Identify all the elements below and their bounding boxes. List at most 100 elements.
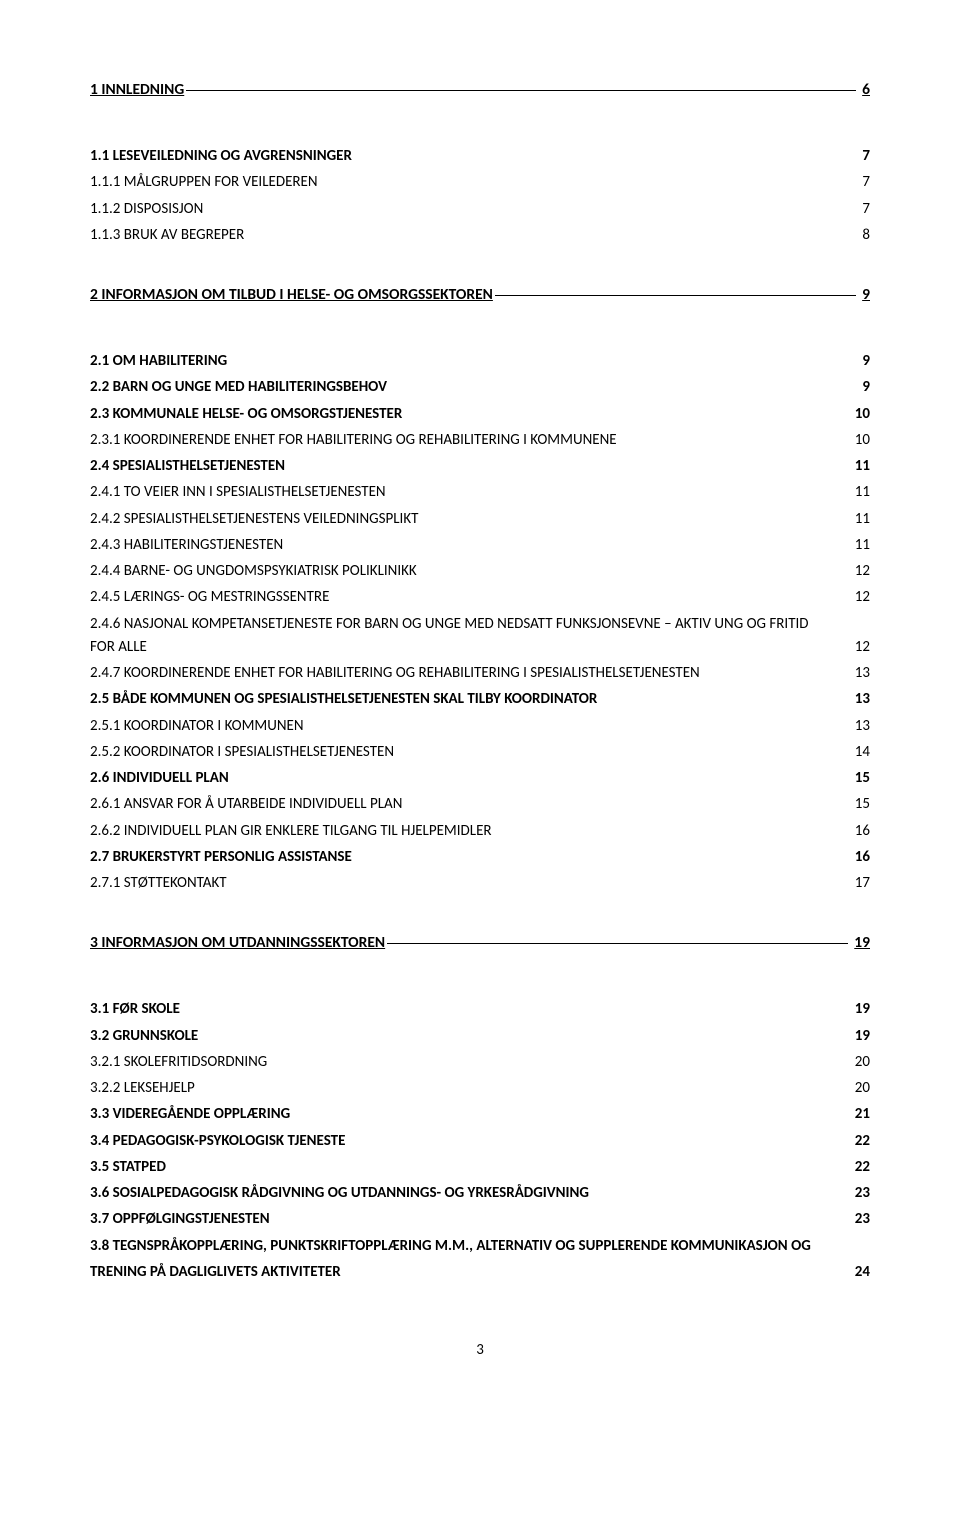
toc-page: 9 — [858, 350, 870, 373]
toc-page: 11 — [851, 455, 870, 478]
toc-entry: 2.4.7 KOORDINERENDE ENHET FOR HABILITERI… — [90, 662, 870, 685]
toc-label: TRENING PÅ DAGLIGLIVETS AKTIVITETER — [90, 1261, 341, 1284]
toc-entry: 2.7 BRUKERSTYRT PERSONLIG ASSISTANSE16 — [90, 846, 870, 869]
toc-entry: 2.6 INDIVIDUELL PLAN 15 — [90, 767, 870, 790]
toc-page: 13 — [851, 715, 870, 738]
toc-page: 13 — [851, 662, 870, 685]
toc-label: 2.6 INDIVIDUELL PLAN — [90, 767, 229, 790]
toc-entry: 3.4 PEDAGOGISK-PSYKOLOGISK TJENESTE 22 — [90, 1130, 870, 1153]
toc-entry: 2.5.1 KOORDINATOR I KOMMUNEN 13 — [90, 715, 870, 738]
toc-page: 16 — [851, 846, 870, 869]
toc-label: 2.1 OM HABILITERING — [90, 350, 227, 373]
toc-label: 2.4.5 LÆRINGS- OG MESTRINGSSENTRE — [90, 586, 329, 609]
toc-page: 15 — [851, 767, 870, 790]
toc-label: 2.5.1 KOORDINATOR I KOMMUNEN — [90, 715, 304, 738]
toc-label: 3.1 FØR SKOLE — [90, 998, 180, 1021]
toc-label: 3.4 PEDAGOGISK-PSYKOLOGISK TJENESTE — [90, 1130, 345, 1153]
toc-page: 15 — [851, 793, 870, 816]
toc-entry: 1.1 LESEVEILEDNING OG AVGRENSNINGER7 — [90, 145, 870, 168]
toc-label: 2.6.2 INDIVIDUELL PLAN GIR ENKLERE TILGA… — [90, 820, 492, 843]
toc-page: 11 — [851, 534, 870, 557]
toc-gap — [90, 325, 870, 347]
toc-label: 2.3 KOMMUNALE HELSE- OG OMSORGSTJENESTER — [90, 403, 402, 426]
toc-label: 3.2.1 SKOLEFRITIDSORDNING — [90, 1051, 267, 1074]
toc-entry: 3.6 SOSIALPEDAGOGISK RÅDGIVNING OG UTDAN… — [90, 1182, 870, 1205]
toc-entry: 1.1.2 DISPOSISJON7 — [90, 198, 870, 221]
toc-page: 19 — [851, 998, 870, 1021]
toc-entry: 2.5 BÅDE KOMMUNEN OG SPESIALISTHELSETJEN… — [90, 688, 870, 711]
toc-entry: 2.4.1 TO VEIER INN I SPESIALISTHELSETJEN… — [90, 481, 870, 504]
toc-page: 19 — [851, 1025, 870, 1048]
toc-gap — [90, 120, 870, 142]
toc-entry: 1.1.3 BRUK AV BEGREPER8 — [90, 224, 870, 247]
toc-label: 2.3.1 KOORDINERENDE ENHET FOR HABILITERI… — [90, 429, 617, 452]
toc-page: 10 — [851, 403, 870, 426]
toc-page: 19 — [850, 931, 870, 955]
toc-entry: 3.3 VIDEREGÅENDE OPPLÆRING 21 — [90, 1103, 870, 1126]
toc-entry: 2.2 BARN OG UNGE MED HABILITERINGSBEHOV9 — [90, 376, 870, 399]
toc-label: FOR ALLE — [90, 636, 147, 659]
toc-page: 20 — [851, 1051, 870, 1074]
toc-page: 20 — [851, 1077, 870, 1100]
toc-entry: 2.4 SPESIALISTHELSETJENESTEN11 — [90, 455, 870, 478]
toc-entry: 2.1 OM HABILITERING 9 — [90, 350, 870, 373]
toc-entry: 3.2.2 LEKSEHJELP 20 — [90, 1077, 870, 1100]
toc-entry: 2.4.2 SPESIALISTHELSETJENESTENS VEILEDNI… — [90, 508, 870, 531]
toc-entry-wrap: FOR ALLE 12 — [90, 636, 870, 659]
toc-entry: 2.4.4 BARNE- OG UNGDOMSPSYKIATRISK POLIK… — [90, 560, 870, 583]
toc-label: 1.1.1 MÅLGRUPPEN FOR VEILEDEREN — [90, 171, 318, 194]
toc-page: 11 — [851, 481, 870, 504]
table-of-contents: 1 INNLEDNING6 1.1 LESEVEILEDNING OG AVGRE… — [90, 78, 870, 1284]
toc-entry: 2.6.1 ANSVAR FOR Å UTARBEIDE INDIVIDUELL… — [90, 793, 870, 816]
toc-label: 3.6 SOSIALPEDAGOGISK RÅDGIVNING OG UTDAN… — [90, 1182, 589, 1205]
toc-label: 3 INFORMASJON OM UTDANNINGSSEKTOREN — [90, 931, 385, 955]
toc-page: 11 — [851, 508, 870, 531]
toc-entry: 1 INNLEDNING6 — [90, 78, 870, 102]
toc-page: 12 — [851, 586, 870, 609]
toc-label: 1.1 LESEVEILEDNING OG AVGRENSNINGER — [90, 145, 352, 168]
toc-entry: 3.5 STATPED 22 — [90, 1156, 870, 1179]
toc-page: 9 — [858, 283, 870, 307]
toc-entry: 2.6.2 INDIVIDUELL PLAN GIR ENKLERE TILGA… — [90, 820, 870, 843]
toc-label: 2.5 BÅDE KOMMUNEN OG SPESIALISTHELSETJEN… — [90, 688, 597, 711]
toc-label: 3.7 OPPFØLGINGSTJENESTEN — [90, 1208, 270, 1231]
toc-label: 2.4.1 TO VEIER INN I SPESIALISTHELSETJEN… — [90, 481, 386, 504]
toc-gap — [90, 973, 870, 995]
toc-page: 17 — [851, 872, 870, 895]
toc-entry-wrap: TRENING PÅ DAGLIGLIVETS AKTIVITETER 24 — [90, 1261, 870, 1284]
toc-entry: 2.4.5 LÆRINGS- OG MESTRINGSSENTRE 12 — [90, 586, 870, 609]
toc-page: 22 — [851, 1156, 870, 1179]
toc-entry: 3.2.1 SKOLEFRITIDSORDNING 20 — [90, 1051, 870, 1074]
toc-page: 10 — [851, 429, 870, 452]
toc-leader — [495, 295, 856, 296]
toc-page: 21 — [851, 1103, 870, 1126]
toc-page: 7 — [858, 171, 870, 194]
toc-label: 3.2 GRUNNSKOLE — [90, 1025, 198, 1048]
toc-label: 2.7.1 STØTTEKONTAKT — [90, 872, 227, 895]
toc-page: 24 — [851, 1261, 870, 1284]
toc-entry: 3.7 OPPFØLGINGSTJENESTEN 23 — [90, 1208, 870, 1231]
toc-page: 23 — [851, 1182, 870, 1205]
toc-page: 12 — [851, 636, 870, 659]
toc-gap — [90, 247, 870, 255]
toc-label: 1.1.3 BRUK AV BEGREPER — [90, 224, 244, 247]
toc-entry: 2.4.3 HABILITERINGSTJENESTEN11 — [90, 534, 870, 557]
toc-page: 12 — [851, 560, 870, 583]
toc-entry: 2.7.1 STØTTEKONTAKT 17 — [90, 872, 870, 895]
toc-label: 2.2 BARN OG UNGE MED HABILITERINGSBEHOV — [90, 376, 387, 399]
toc-leader — [186, 90, 856, 91]
toc-label: 3.5 STATPED — [90, 1156, 166, 1179]
toc-entry: 2.5.2 KOORDINATOR I SPESIALISTHELSETJENE… — [90, 741, 870, 764]
toc-label: 3.3 VIDEREGÅENDE OPPLÆRING — [90, 1103, 290, 1126]
toc-label: 3.2.2 LEKSEHJELP — [90, 1077, 195, 1100]
toc-entry: 2.4.6 NASJONAL KOMPETANSETJENESTE FOR BA… — [90, 613, 870, 636]
toc-page: 6 — [858, 78, 870, 102]
toc-entry: 3.2 GRUNNSKOLE 19 — [90, 1025, 870, 1048]
toc-page: 22 — [851, 1130, 870, 1153]
toc-label: 2.4.2 SPESIALISTHELSETJENESTENS VEILEDNI… — [90, 508, 418, 531]
toc-page: 23 — [851, 1208, 870, 1231]
toc-label: 2.6.1 ANSVAR FOR Å UTARBEIDE INDIVIDUELL… — [90, 793, 402, 816]
toc-entry: 2.3 KOMMUNALE HELSE- OG OMSORGSTJENESTER… — [90, 403, 870, 426]
toc-entry: 2 INFORMASJON OM TILBUD I HELSE- OG OMSO… — [90, 283, 870, 307]
toc-entry: 2.3.1 KOORDINERENDE ENHET FOR HABILITERI… — [90, 429, 870, 452]
